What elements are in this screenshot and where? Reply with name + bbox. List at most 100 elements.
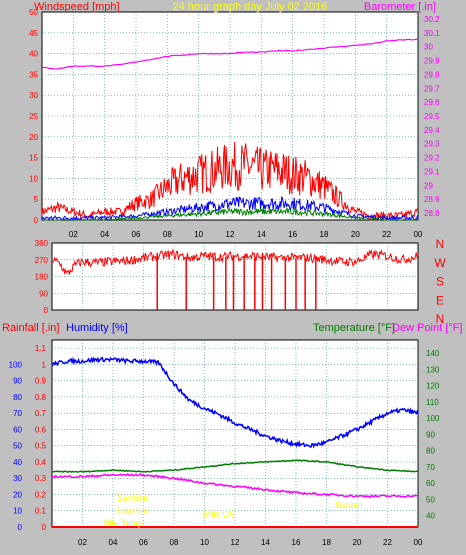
humidity-tick-label: 40 bbox=[13, 458, 22, 467]
humidity-series-line-2 bbox=[51, 473, 418, 498]
windspeed-tick-label: 5 bbox=[34, 195, 39, 204]
windspeed-tick-label: 10 bbox=[29, 174, 38, 183]
hour-tick-label: 22 bbox=[383, 538, 392, 547]
humidity-panel-x-axis: 02 04 06 08 10 12 14 16 18 20 22 00 bbox=[78, 538, 423, 547]
humidity-panel-grid bbox=[52, 340, 419, 527]
annotation-low-uv: Low UV bbox=[117, 506, 149, 516]
humidity-panel-series bbox=[51, 356, 419, 528]
sun-uv-annotations: Sunrise Low UV Min Temp Max UV Sunset bbox=[104, 493, 364, 528]
windspeed-tick-label: 30 bbox=[29, 91, 38, 100]
rainfall-tick-label: 0.7 bbox=[35, 409, 47, 418]
hour-tick-label: 12 bbox=[226, 230, 235, 239]
barometer-tick-label: 29.6 bbox=[424, 98, 440, 107]
hour-tick-label: 12 bbox=[231, 538, 240, 547]
rainfall-tick-label: 0.8 bbox=[35, 393, 47, 402]
wind-series-line-0 bbox=[41, 141, 419, 221]
windspeed-tick-label: 20 bbox=[29, 133, 38, 142]
hour-tick-label: 08 bbox=[170, 538, 179, 547]
direction-panel-left-axis: 0 90 180 270 360 bbox=[35, 239, 49, 315]
temperature-tick-label: 100 bbox=[426, 414, 440, 423]
humidity-tick-label: 80 bbox=[13, 393, 22, 402]
temperature-tick-label: 40 bbox=[426, 512, 435, 521]
rainfall-tick-label: 0 bbox=[42, 523, 47, 532]
humidity-axis-label: Humidity [%] bbox=[66, 322, 128, 334]
temperature-tick-label: 70 bbox=[426, 463, 435, 472]
temperature-tick-label: 110 bbox=[426, 398, 439, 407]
annotation-sunrise: Sunrise bbox=[117, 493, 148, 503]
humidity-tick-label: 10 bbox=[13, 507, 22, 516]
temperature-tick-label: 80 bbox=[426, 447, 435, 456]
barometer-tick-label: 28.8 bbox=[424, 209, 440, 218]
rainfall-tick-label: 1 bbox=[42, 360, 47, 369]
temperature-axis: 40 50 60 70 80 90 100 110 120 130 140 bbox=[426, 349, 440, 521]
temperature-tick-label: 120 bbox=[426, 382, 440, 391]
barometer-tick-label: 29.2 bbox=[424, 154, 440, 163]
windspeed-tick-label: 35 bbox=[29, 70, 38, 79]
compass-label: S bbox=[436, 275, 444, 289]
temperature-tick-label: 90 bbox=[426, 430, 435, 439]
windspeed-tick-label: 50 bbox=[29, 8, 38, 17]
humidity-tick-label: 30 bbox=[13, 474, 22, 483]
temperature-tick-label: 140 bbox=[426, 349, 440, 358]
rainfall-tick-label: 0.2 bbox=[35, 490, 47, 499]
direction-tick-label: 270 bbox=[35, 256, 49, 265]
barometer-tick-label: 30.2 bbox=[424, 15, 440, 24]
wind-panel-left-label: Windspeed [mph] bbox=[34, 1, 120, 13]
windspeed-tick-label: 45 bbox=[29, 29, 38, 38]
hour-tick-label: 20 bbox=[351, 230, 360, 239]
humidity-tick-label: 20 bbox=[13, 490, 22, 499]
rainfall-axis-label: Rainfall [.in] bbox=[2, 322, 59, 334]
barometer-tick-label: 29.4 bbox=[424, 126, 440, 135]
hour-tick-label: 04 bbox=[100, 230, 109, 239]
hour-tick-label: 18 bbox=[320, 230, 329, 239]
hour-tick-label: 16 bbox=[292, 538, 301, 547]
wind-panel-title: 24 hour graph day July 02 2016 bbox=[173, 1, 328, 13]
barometer-tick-label: 29.3 bbox=[424, 140, 440, 149]
barometer-tick-label: 29.7 bbox=[424, 84, 440, 93]
windspeed-tick-label: 25 bbox=[29, 112, 38, 121]
temperature-axis-label: Temperature [°F] bbox=[313, 322, 395, 334]
annotation-sunset: Sunset bbox=[335, 500, 364, 510]
hour-tick-label: 06 bbox=[132, 230, 141, 239]
windspeed-tick-label: 0 bbox=[34, 216, 39, 225]
wind-panel-left-axis: 0 5 10 15 20 25 30 35 40 45 50 bbox=[29, 8, 38, 225]
rainfall-tick-label: 0.3 bbox=[35, 474, 47, 483]
barometer-tick-label: 29.9 bbox=[424, 57, 440, 66]
compass-label: N bbox=[436, 237, 445, 251]
barometer-tick-label: 29.8 bbox=[424, 70, 440, 79]
wind-panel-series bbox=[41, 38, 419, 222]
hour-tick-label: 20 bbox=[353, 538, 362, 547]
annotation-min-temp: Min Temp bbox=[104, 518, 143, 528]
humidity-tick-label: 90 bbox=[13, 377, 22, 386]
humidity-tick-label: 100 bbox=[9, 360, 23, 369]
wind-panel-plot-area bbox=[41, 11, 419, 221]
hour-tick-label: 10 bbox=[194, 230, 203, 239]
wind-series-line-2 bbox=[41, 207, 419, 221]
hour-tick-label: 02 bbox=[78, 538, 87, 547]
barometer-tick-label: 30.1 bbox=[424, 29, 440, 38]
hour-tick-label: 00 bbox=[414, 538, 423, 547]
hour-tick-label: 14 bbox=[261, 538, 270, 547]
dewpoint-axis-label: Dew Point [°F] bbox=[392, 322, 462, 334]
barometer-tick-label: 29 bbox=[424, 181, 433, 190]
rainfall-tick-label: 1.1 bbox=[35, 344, 47, 353]
hour-tick-label: 14 bbox=[257, 230, 266, 239]
wind-panel-x-axis: 02 04 06 08 10 12 14 16 18 20 22 00 bbox=[69, 230, 423, 239]
direction-panel-series bbox=[51, 248, 419, 310]
hour-tick-label: 18 bbox=[322, 538, 331, 547]
temperature-tick-label: 50 bbox=[426, 495, 435, 504]
direction-tick-label: 0 bbox=[44, 306, 49, 315]
compass-label: W bbox=[434, 256, 446, 270]
humidity-series-line-1 bbox=[51, 459, 419, 474]
direction-tick-label: 360 bbox=[35, 239, 49, 248]
wind-series-line-1 bbox=[41, 195, 419, 222]
annotation-max-uv: Max UV bbox=[203, 509, 235, 519]
humidity-tick-label: 60 bbox=[13, 425, 22, 434]
windspeed-tick-label: 40 bbox=[29, 50, 38, 59]
rainfall-axis: 0 0.1 0.2 0.3 0.4 0.5 0.6 0.7 0.8 0.9 1 1.1 bbox=[35, 344, 47, 532]
wind-panel-right-axis: 28.8 28.9 29 29.1 29.2 29.3 29.4 29.5 29.6 29.7 29… bbox=[424, 15, 440, 218]
barometer-tick-label: 29.1 bbox=[424, 167, 440, 176]
hour-tick-label: 02 bbox=[69, 230, 78, 239]
